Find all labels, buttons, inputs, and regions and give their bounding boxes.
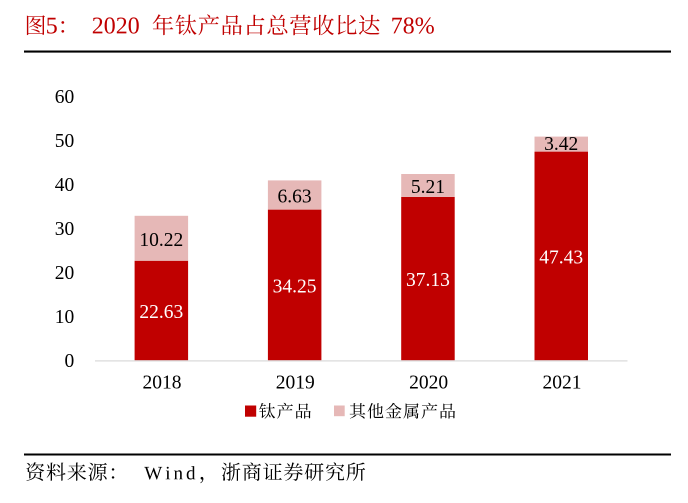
svg-text:60: 60 bbox=[55, 87, 75, 108]
svg-text:2020: 2020 bbox=[409, 372, 448, 393]
svg-text:0: 0 bbox=[65, 351, 75, 372]
svg-text:10.22: 10.22 bbox=[139, 230, 183, 251]
svg-text:2019: 2019 bbox=[276, 372, 315, 393]
svg-text:10: 10 bbox=[55, 307, 75, 328]
svg-text:50: 50 bbox=[55, 131, 75, 152]
svg-text:37.13: 37.13 bbox=[406, 270, 450, 291]
svg-text:34.25: 34.25 bbox=[273, 276, 317, 297]
svg-text:30: 30 bbox=[55, 219, 75, 240]
svg-text:2021: 2021 bbox=[543, 372, 582, 393]
svg-text:6.63: 6.63 bbox=[278, 187, 312, 208]
svg-text:2018: 2018 bbox=[143, 372, 182, 393]
svg-text:47.43: 47.43 bbox=[539, 248, 583, 269]
svg-text:40: 40 bbox=[55, 175, 75, 196]
svg-text:3.42: 3.42 bbox=[544, 134, 578, 155]
svg-text:5.21: 5.21 bbox=[411, 177, 445, 198]
svg-text:22.63: 22.63 bbox=[139, 302, 183, 323]
svg-text:20: 20 bbox=[55, 263, 75, 284]
